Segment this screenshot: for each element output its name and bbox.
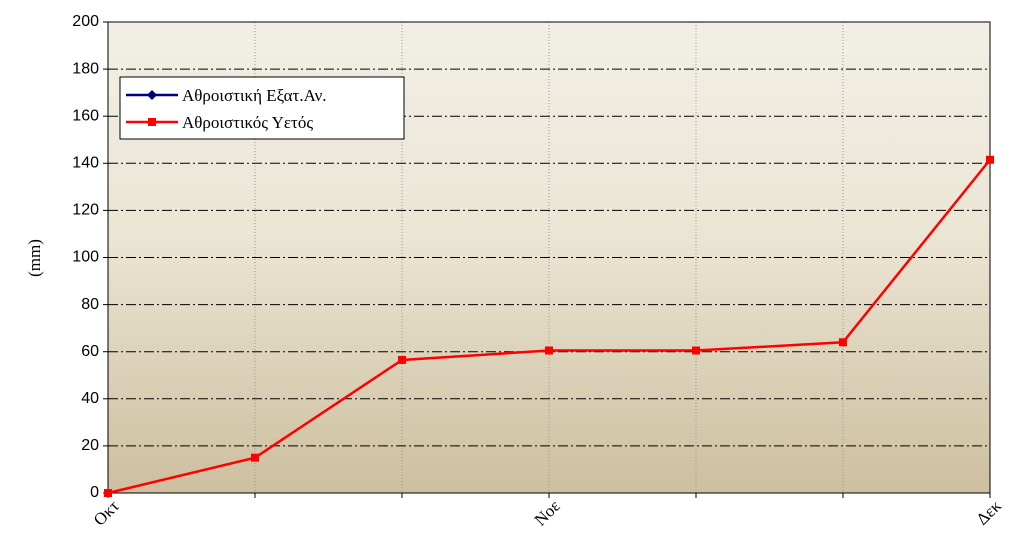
y-tick-label: 120 (72, 202, 99, 219)
legend-label: Αθροιστική Εξατ.Αν. (182, 86, 327, 105)
marker (147, 90, 157, 100)
marker (839, 338, 847, 347)
y-tick-label: 100 (72, 249, 99, 266)
marker (398, 355, 406, 364)
marker (251, 453, 259, 462)
y-axis-label: (mm) (25, 239, 44, 277)
marker (148, 118, 156, 126)
marker (692, 346, 700, 355)
marker (545, 346, 553, 355)
y-tick-label: 0 (90, 484, 99, 501)
legend-box (119, 76, 405, 140)
y-tick-label: 40 (81, 390, 99, 407)
x-tick-label: Δεκ (973, 496, 1006, 529)
y-tick-label: 180 (72, 60, 99, 77)
marker (986, 155, 994, 164)
x-tick-label: Οκτ (90, 496, 123, 529)
y-tick-label: 20 (81, 437, 99, 454)
x-tick-label: Νοε (531, 496, 564, 529)
marker (104, 489, 112, 497)
y-tick-label: 140 (72, 155, 99, 172)
legend-label: Αθροιστικός Υετός (182, 113, 313, 132)
y-tick-label: 60 (81, 343, 99, 360)
y-tick-label: 80 (81, 296, 99, 313)
y-tick-label: 160 (72, 107, 99, 124)
y-tick-label: 200 (72, 13, 99, 30)
